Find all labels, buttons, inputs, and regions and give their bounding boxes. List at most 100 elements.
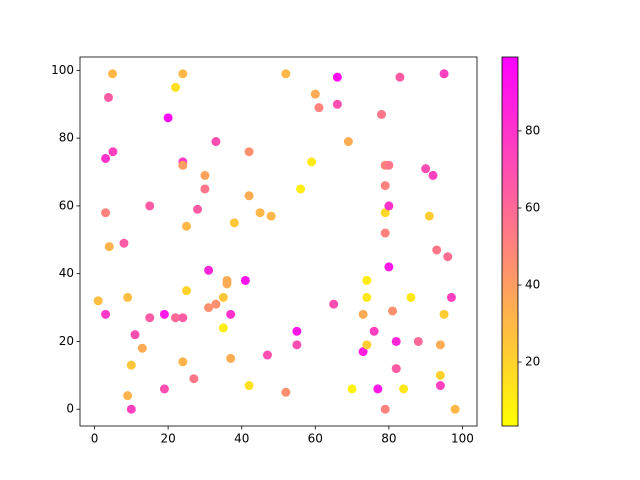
scatter-point bbox=[332, 99, 342, 109]
scatter-point bbox=[211, 137, 221, 147]
scatter-point bbox=[108, 147, 118, 157]
scatter-point bbox=[159, 309, 169, 319]
scatter-point bbox=[145, 201, 155, 211]
scatter-point bbox=[200, 184, 210, 194]
scatter-point bbox=[358, 347, 368, 357]
scatter-point bbox=[380, 208, 390, 218]
scatter-point bbox=[380, 404, 390, 414]
scatter-point bbox=[347, 384, 357, 394]
scatter-point bbox=[421, 164, 431, 174]
y-tick-label: 0 bbox=[66, 402, 74, 416]
scatter-point bbox=[406, 292, 416, 302]
colorbar bbox=[501, 56, 519, 427]
scatter-point bbox=[93, 296, 103, 306]
scatter-point bbox=[388, 306, 398, 316]
scatter-point bbox=[163, 113, 173, 123]
scatter-point bbox=[435, 381, 445, 391]
scatter-point bbox=[178, 313, 188, 323]
scatter-point bbox=[189, 374, 199, 384]
scatter-point bbox=[126, 404, 136, 414]
scatter-point bbox=[377, 109, 387, 119]
scatter-point bbox=[222, 279, 232, 289]
colorbar-tick-label: 40 bbox=[525, 278, 540, 292]
scatter-point bbox=[137, 343, 147, 353]
scatter-point bbox=[296, 184, 306, 194]
colorbar-tick-label: 20 bbox=[525, 355, 540, 369]
scatter-point bbox=[240, 275, 250, 285]
x-tick-label: 40 bbox=[234, 432, 249, 446]
scatter-point bbox=[244, 381, 254, 391]
scatter-point bbox=[343, 137, 353, 147]
x-tick-label: 20 bbox=[160, 432, 175, 446]
scatter-point bbox=[384, 262, 394, 272]
scatter-point bbox=[218, 292, 228, 302]
scatter-point bbox=[443, 252, 453, 262]
scatter-point bbox=[384, 201, 394, 211]
scatter-point bbox=[266, 211, 276, 221]
y-tick-label: 20 bbox=[59, 334, 74, 348]
scatter-point bbox=[281, 387, 291, 397]
scatter-point bbox=[178, 357, 188, 367]
colorbar-tick-label: 60 bbox=[525, 200, 540, 214]
scatter-point bbox=[229, 218, 239, 228]
scatter-point bbox=[399, 384, 409, 394]
scatter-point bbox=[428, 170, 438, 180]
scatter-point bbox=[329, 299, 339, 309]
scatter-point bbox=[182, 221, 192, 231]
scatter-point bbox=[170, 82, 180, 92]
scatter-point bbox=[432, 245, 442, 255]
scatter-point bbox=[226, 353, 236, 363]
scatter-point bbox=[218, 323, 228, 333]
scatter-point bbox=[108, 69, 118, 79]
scatter-point bbox=[119, 238, 129, 248]
scatter-point bbox=[362, 292, 372, 302]
scatter-point bbox=[170, 313, 180, 323]
scatter-point bbox=[292, 340, 302, 350]
scatter-point bbox=[101, 309, 111, 319]
scatter-point bbox=[101, 153, 111, 163]
scatter-point bbox=[391, 364, 401, 374]
scatter-point bbox=[413, 336, 423, 346]
scatter-point bbox=[104, 92, 114, 102]
y-tick-label: 80 bbox=[59, 131, 74, 145]
scatter-point bbox=[104, 242, 114, 252]
scatter-point bbox=[182, 286, 192, 296]
scatter-point bbox=[424, 211, 434, 221]
scatter-point bbox=[395, 72, 405, 82]
y-tick-label: 100 bbox=[51, 63, 74, 77]
y-tick-label: 40 bbox=[59, 266, 74, 280]
axes-frame bbox=[79, 56, 478, 427]
scatter-point bbox=[439, 309, 449, 319]
scatter-point bbox=[178, 69, 188, 79]
scatter-point bbox=[130, 330, 140, 340]
scatter-point bbox=[435, 340, 445, 350]
scatter-point bbox=[101, 208, 111, 218]
scatter-point bbox=[384, 160, 394, 170]
scatter-point bbox=[126, 360, 136, 370]
scatter-point bbox=[446, 292, 456, 302]
scatter-point bbox=[193, 204, 203, 214]
x-tick-label: 0 bbox=[91, 432, 99, 446]
scatter-point bbox=[226, 309, 236, 319]
scatter-point bbox=[262, 350, 272, 360]
scatter-point bbox=[211, 299, 221, 309]
scatter-point bbox=[450, 404, 460, 414]
scatter-point bbox=[391, 336, 401, 346]
scatter-point bbox=[244, 191, 254, 201]
scatter-point bbox=[362, 340, 372, 350]
y-tick-label: 60 bbox=[59, 198, 74, 212]
scatter-point bbox=[281, 69, 291, 79]
scatter-point bbox=[369, 326, 379, 336]
scatter-point bbox=[178, 160, 188, 170]
scatter-point bbox=[204, 265, 214, 275]
scatter-point bbox=[380, 181, 390, 191]
scatter-point bbox=[123, 292, 133, 302]
scatter-point bbox=[159, 384, 169, 394]
scatter-point bbox=[332, 72, 342, 82]
scatter-point bbox=[310, 89, 320, 99]
scatter-point bbox=[380, 228, 390, 238]
scatter-point bbox=[255, 208, 265, 218]
scatter-point bbox=[362, 275, 372, 285]
